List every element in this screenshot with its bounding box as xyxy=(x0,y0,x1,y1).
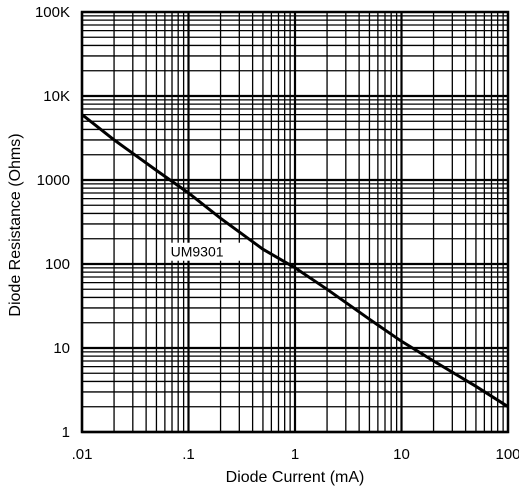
series-line-um9301 xyxy=(81,113,509,408)
y-tick-labels: 1 10 100 1000 10K 100K xyxy=(35,4,70,441)
y-tick-label: 1000 xyxy=(37,172,70,189)
plot-frame xyxy=(80,10,510,434)
x-tick-label: .1 xyxy=(182,446,195,463)
y-tick-label: 100 xyxy=(45,256,70,273)
annotations: UM9301 xyxy=(168,242,247,261)
x-tick-label: 100 xyxy=(495,446,519,463)
annotation-backing xyxy=(168,242,247,261)
y-tick-label: 1 xyxy=(62,424,70,441)
annotation-um9301: UM9301 xyxy=(171,244,224,260)
y-axis-title: Diode Resistance (Ohms) xyxy=(7,133,24,316)
x-tick-label: 10 xyxy=(393,446,410,463)
chart-grid xyxy=(80,12,508,434)
x-tick-label: .01 xyxy=(72,446,93,463)
y-tick-label: 10 xyxy=(53,340,70,357)
y-tick-label: 100K xyxy=(35,4,70,21)
x-tick-labels: .01 .1 1 10 100 xyxy=(72,446,519,463)
y-tick-label: 10K xyxy=(43,88,70,105)
x-axis-title: Diode Current (mA) xyxy=(226,469,365,486)
x-tick-label: 1 xyxy=(291,446,299,463)
